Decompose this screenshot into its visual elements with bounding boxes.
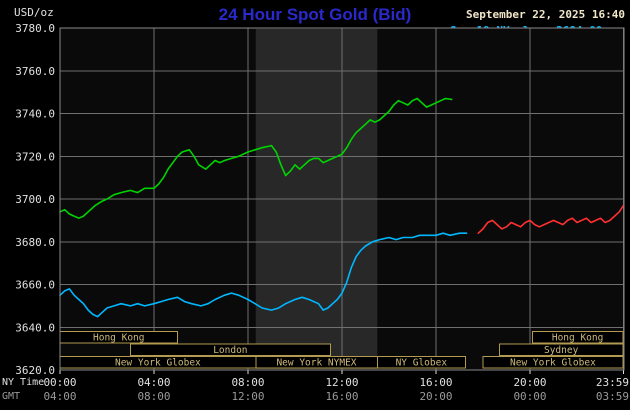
y-tick-label: 3780.0 [15,22,55,35]
y-tick-label: 3760.0 [15,65,55,78]
x-tick-label-ny: 16:00 [419,376,452,389]
plot-border [59,27,625,371]
x-tick-label-ny: 00:00 [43,376,76,389]
session-box [130,343,331,356]
session-box [376,356,466,369]
x-tick-label-gmt: 00:00 [513,390,546,403]
session-label: New York Globex [115,358,201,369]
y-tick-label: 3620.0 [15,364,55,377]
session-label: London [213,345,247,356]
y-tick-label: 3700.0 [15,193,55,206]
y-axis-units-label: USD/oz [14,6,54,19]
session-box [482,356,624,369]
x-tick-label-gmt: 08:00 [137,390,170,403]
session-label: Sydney [544,345,579,356]
x-tick-label-ny: 08:00 [231,376,264,389]
y-tick-label: 3740.0 [15,108,55,121]
x-tick-label-gmt: 12:00 [231,390,264,403]
y-tick-label: 3660.0 [15,279,55,292]
x-tick-label-ny: 12:00 [325,376,358,389]
price-line-sep19 [59,232,468,318]
x-tick-label-gmt: 16:00 [325,390,358,403]
x-tick-label-ny: 23:59 [596,376,629,389]
gmt-axis-label: GMT [2,391,21,402]
price-line-sep21 [477,204,625,234]
x-tick-label-ny: 04:00 [137,376,170,389]
ny-time-axis-label: NY Time [2,377,45,388]
y-tick-label: 3680.0 [15,236,55,249]
session-label: Hong Kong [552,333,603,344]
x-tick-label-ny: 20:00 [513,376,546,389]
session-box [498,343,624,356]
price-line-sep22 [59,97,453,219]
session-label: NY Globex [396,358,448,369]
session-box [531,331,624,344]
x-tick-label-gmt: 03:59 [596,390,629,403]
session-label: Hong Kong [93,333,144,344]
session-label: New York NYMEX [276,358,356,369]
x-tick-label-gmt: 20:00 [419,390,452,403]
session-label: New York Globex [510,358,596,369]
y-tick-label: 3720.0 [15,150,55,163]
x-tick-label-gmt: 04:00 [43,390,76,403]
chart-datetime: September 22, 2025 16:40 [466,8,625,21]
y-tick-label: 3640.0 [15,321,55,334]
